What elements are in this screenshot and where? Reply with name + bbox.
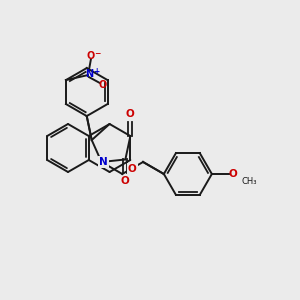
Text: −: −	[94, 49, 100, 58]
Text: O: O	[128, 164, 137, 174]
Text: O: O	[99, 80, 107, 90]
Text: O: O	[121, 176, 130, 187]
Text: O: O	[229, 169, 237, 179]
Text: O: O	[87, 51, 95, 61]
Text: N: N	[99, 157, 108, 167]
Text: +: +	[93, 67, 99, 76]
Text: O: O	[126, 109, 135, 119]
Text: CH₃: CH₃	[242, 177, 257, 186]
Text: N: N	[85, 69, 93, 79]
